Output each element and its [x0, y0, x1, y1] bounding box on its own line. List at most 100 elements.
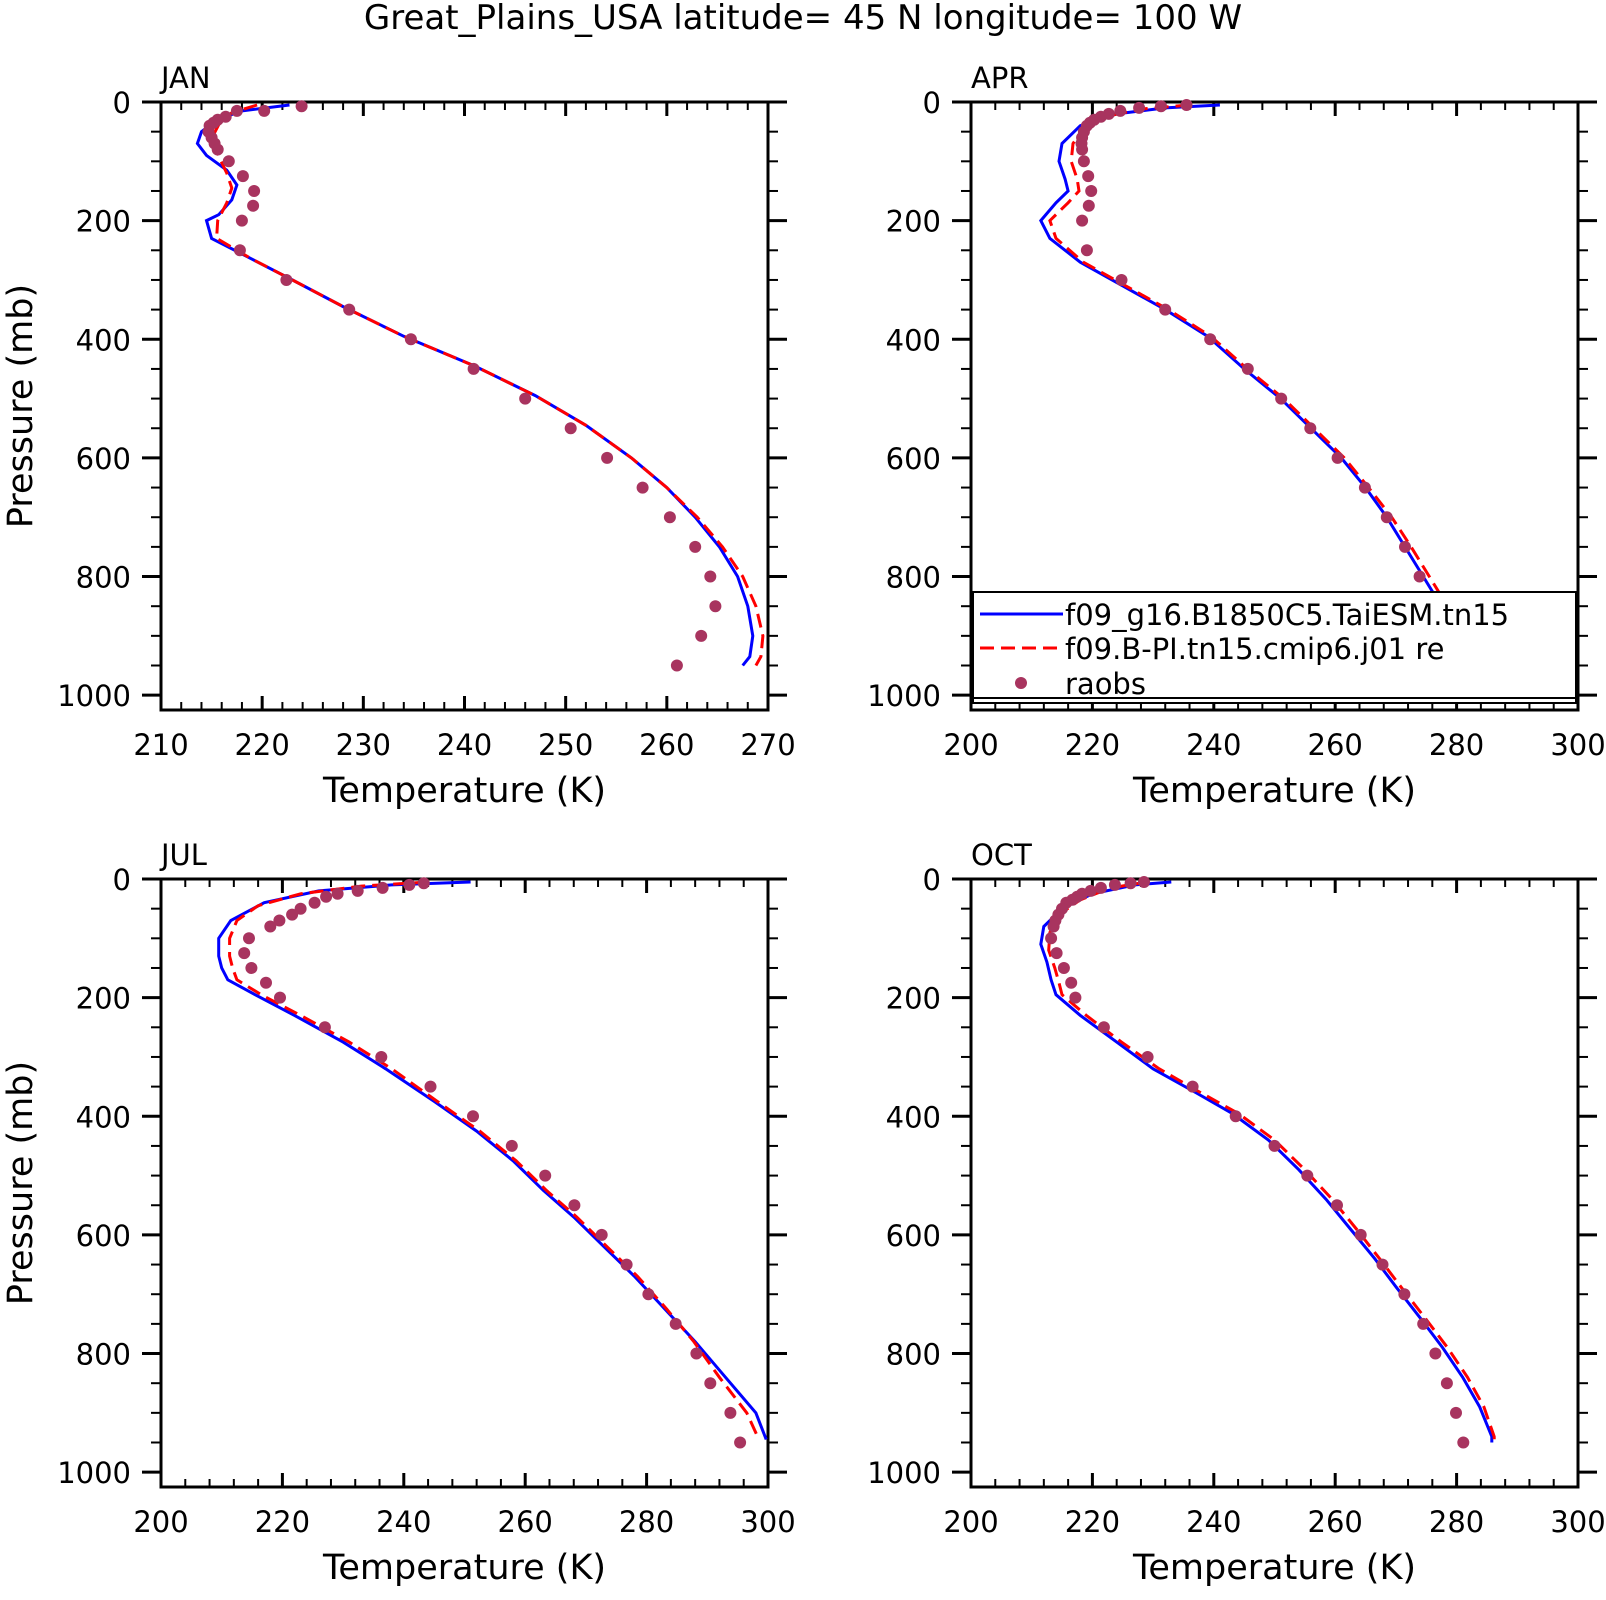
raobs-point: [1331, 1199, 1343, 1212]
raobs-point: [264, 920, 277, 933]
panel-jul: JUL 200 220 240 260 280 300 0 200 400 600 800 1000 Te…: [1, 838, 796, 1588]
raobs-point: [734, 1436, 747, 1449]
raobs-point: [1069, 991, 1082, 1004]
raobs-point: [295, 100, 308, 113]
raobs-point: [1159, 303, 1172, 316]
series-line-taiesm: [217, 880, 768, 1441]
x-tick-label: 260: [639, 728, 694, 762]
panel-label: JUL: [159, 838, 207, 872]
raobs-point: [1440, 1377, 1453, 1390]
raobs-point: [539, 1169, 552, 1182]
raobs-point: [663, 511, 676, 524]
y-tick-label: 1000: [57, 679, 131, 713]
legend-label: f09.B-PI.tn15.cmip6.j01 re: [1065, 632, 1444, 666]
raobs-point: [1077, 155, 1090, 168]
raobs-point: [1094, 881, 1107, 894]
series-line-cmip6: [1047, 880, 1496, 1443]
raobs-point: [1057, 962, 1070, 974]
raobs-point: [274, 991, 286, 1004]
raobs-point: [1124, 877, 1137, 890]
raobs-point: [669, 1317, 682, 1330]
raobs-point: [308, 896, 321, 909]
y-tick-label: 400: [886, 1100, 941, 1134]
raobs-point: [1045, 932, 1058, 945]
raobs-point: [375, 1051, 388, 1063]
raobs-point: [1376, 1258, 1389, 1271]
panel-apr: APR 200 220 240 260 280 300 0 200 400 600 800 1000 Te…: [867, 61, 1605, 811]
x-tick-label: 250: [538, 728, 593, 762]
y-tick-label: 0: [923, 863, 941, 897]
raobs-point: [1354, 1228, 1367, 1241]
raobs-point: [690, 1347, 703, 1360]
raobs-point: [1186, 1080, 1199, 1093]
raobs-point: [1047, 920, 1060, 933]
raobs-point: [505, 1139, 518, 1152]
raobs-point: [1076, 143, 1089, 156]
x-tick-label: 240: [1186, 728, 1241, 762]
y-tick-label: 600: [886, 1219, 941, 1253]
x-tick-label: 200: [943, 728, 998, 762]
x-tick-label: 260: [1308, 728, 1363, 762]
panel-label: OCT: [971, 838, 1032, 872]
raobs-point: [247, 199, 260, 212]
raobs-point: [601, 451, 614, 464]
x-tick-label: 280: [1429, 728, 1484, 762]
raobs-point: [1133, 101, 1146, 114]
raobs-point: [1097, 1021, 1110, 1034]
raobs-point: [467, 362, 480, 375]
raobs-point: [1241, 362, 1254, 375]
series-line-taiesm: [195, 103, 755, 667]
y-tick-label: 0: [113, 86, 131, 120]
x-axis-label: Temperature (K): [322, 1548, 606, 1588]
y-tick-label: 800: [886, 1338, 941, 1372]
raobs-point: [595, 1228, 608, 1241]
series-line-taiesm: [1039, 880, 1494, 1443]
raobs-point: [467, 1110, 479, 1123]
y-tick-label: 0: [923, 86, 941, 120]
raobs-point: [636, 481, 649, 494]
raobs-point: [1065, 976, 1078, 989]
raobs-point: [320, 890, 333, 903]
plot-frame: [969, 877, 1580, 1489]
y-tick-label: 200: [886, 205, 941, 239]
raobs-point: [1229, 1110, 1242, 1123]
raobs-point: [709, 600, 722, 613]
raobs-point: [294, 902, 307, 915]
raobs-point: [620, 1258, 633, 1271]
x-tick-label: 240: [376, 1505, 431, 1539]
legend: f09_g16.B1850C5.TaiESM.tn15f09.B-PI.tn15…: [972, 591, 1577, 704]
plot-frame: [159, 877, 770, 1489]
raobs-point: [1050, 947, 1063, 960]
raobs-point: [233, 244, 246, 257]
raobs-point: [243, 932, 255, 945]
y-tick-label: 800: [76, 1338, 131, 1372]
raobs-point: [1417, 1317, 1430, 1330]
raobs-point: [1301, 1169, 1314, 1182]
raobs-point: [236, 170, 249, 183]
raobs-point: [704, 570, 717, 583]
raobs-point: [258, 104, 271, 117]
raobs-point: [331, 887, 344, 900]
raobs-point: [376, 881, 389, 894]
raobs-point: [1399, 540, 1411, 553]
legend-label: raobs: [1065, 667, 1146, 701]
raobs-point: [343, 303, 356, 316]
raobs-point: [642, 1288, 655, 1301]
raobs-point: [1114, 104, 1127, 117]
raobs-point: [568, 1199, 581, 1212]
x-tick-label: 200: [943, 1505, 998, 1539]
raobs-point: [273, 914, 286, 927]
panel-oct: OCT 200 220 240 260 280 300 0 200 400 600 800 1000 Te…: [867, 838, 1605, 1588]
raobs-point: [1380, 511, 1393, 524]
x-tick-label: 300: [1550, 728, 1605, 762]
x-tick-label: 230: [336, 728, 391, 762]
x-tick-label: 210: [133, 728, 188, 762]
y-tick-label: 200: [76, 982, 131, 1016]
raobs-point: [235, 214, 248, 227]
raobs-point: [689, 540, 702, 553]
raobs-point: [238, 947, 251, 960]
raobs-point: [1138, 876, 1150, 888]
raobs-point: [519, 392, 532, 405]
raobs-point: [318, 1021, 331, 1034]
